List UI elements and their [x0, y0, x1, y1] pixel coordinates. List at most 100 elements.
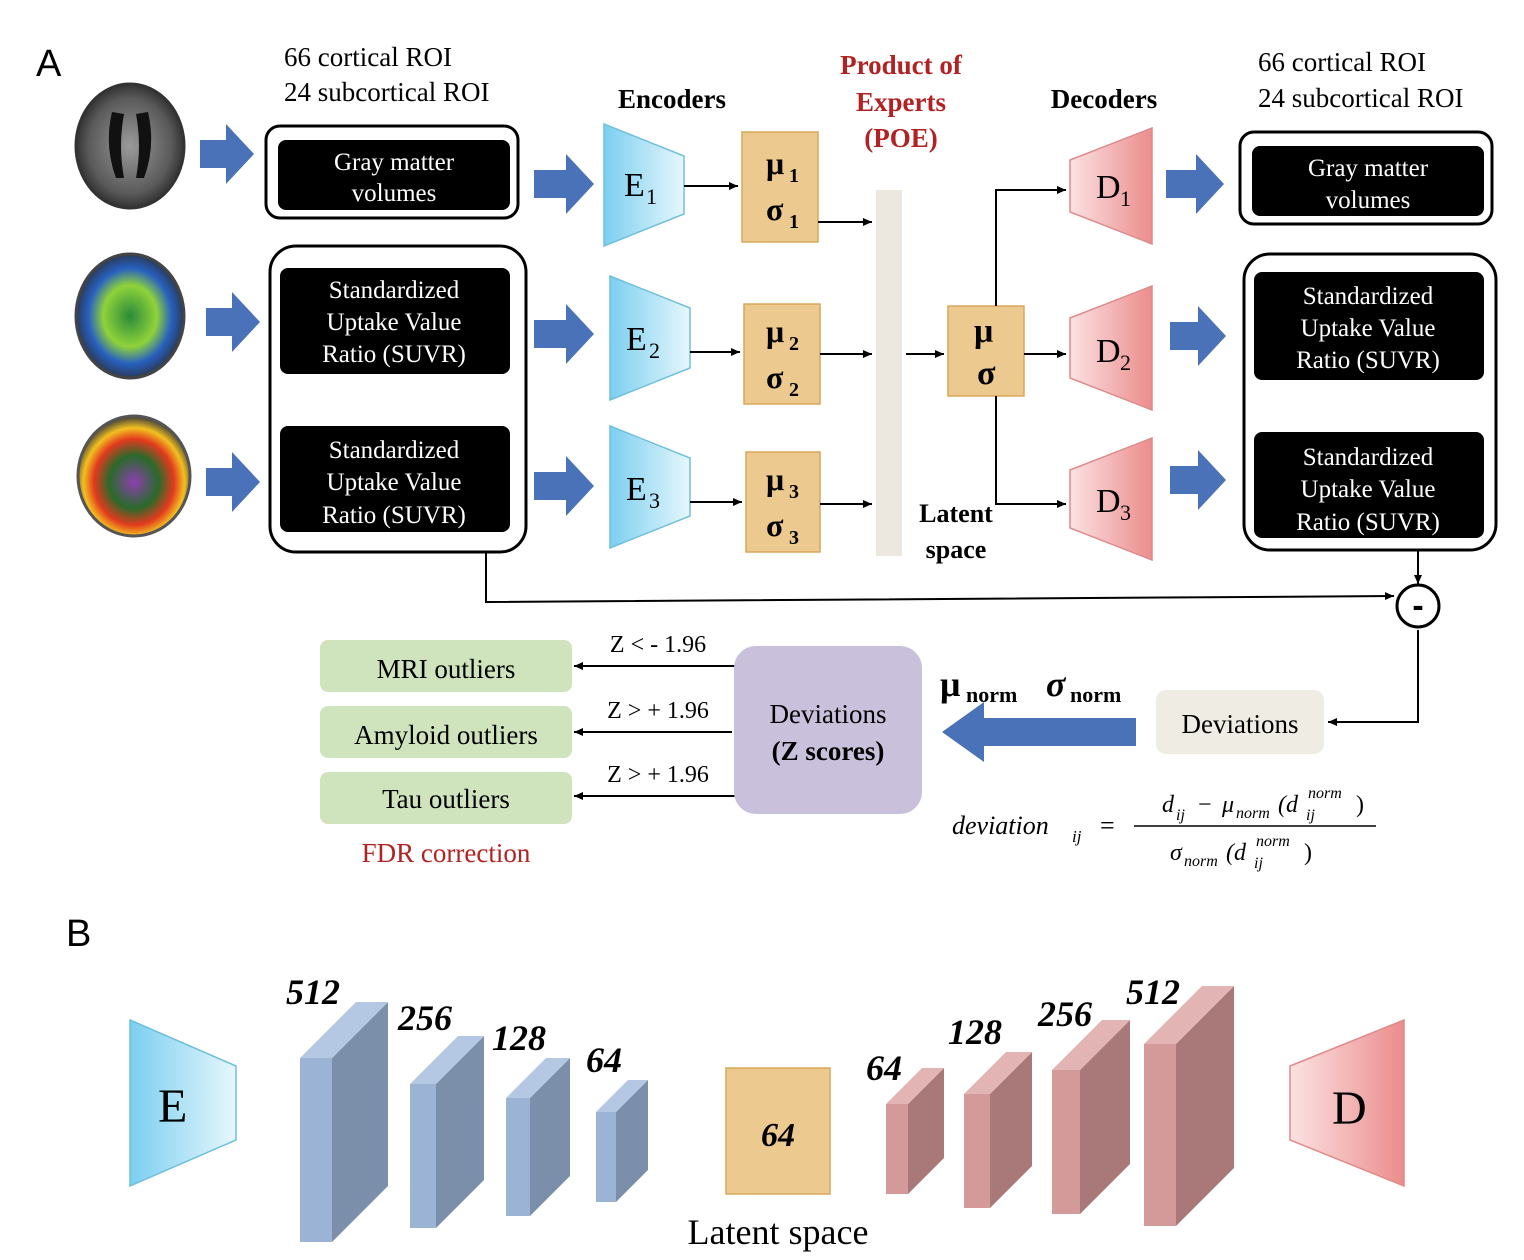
decoder-2: D 2	[1069, 284, 1153, 412]
decoder-layer-3: 256	[1037, 994, 1130, 1214]
formula-d: d	[1162, 792, 1175, 818]
mu-2-subscript: 2	[789, 333, 799, 355]
latent-params-1: μ 1 σ 1	[741, 131, 819, 243]
norm-arrow	[942, 702, 1136, 762]
input-suvr-box-2	[280, 426, 510, 532]
input-gm-line2: volumes	[352, 180, 437, 207]
input-suvr2-line2: Uptake Value	[327, 469, 462, 496]
deviations-box	[1156, 690, 1324, 754]
sigma-1-subscript: 1	[789, 211, 799, 233]
panel-b-encoder: E	[129, 1018, 237, 1188]
encoder-layer-1-label: 512	[286, 972, 340, 1012]
encoder-layer-2: 256	[397, 998, 484, 1228]
input-suvr2-line1: Standardized	[329, 437, 460, 464]
encoder-layer-4-label: 64	[586, 1040, 622, 1080]
mu-1: μ	[766, 145, 784, 181]
input-suvr1-line2: Uptake Value	[327, 309, 462, 336]
encoder-2-label: E	[626, 321, 647, 358]
encoder-1: E 1	[603, 122, 685, 248]
amyloid-outliers-box	[320, 706, 572, 758]
output-gm-line2: volumes	[1326, 187, 1411, 214]
z-threshold-tau: Z > + 1.96	[607, 762, 709, 788]
output-gm-line1: Gray matter	[1308, 155, 1429, 182]
decoder-1-label: D	[1096, 169, 1121, 206]
amyloid-outliers-label: Amyloid outliers	[354, 720, 538, 750]
formula-equals: =	[1100, 811, 1115, 840]
panel-b-latent-caption: Latent space	[688, 1212, 869, 1252]
decoder-1-subscript: 1	[1120, 186, 1131, 211]
encoder-layer-3: 128	[492, 1018, 570, 1216]
encoder-layers: 512 256 128 64	[286, 972, 648, 1242]
tau-outliers-label: Tau outliers	[382, 784, 510, 814]
mu-1-subscript: 1	[789, 165, 799, 187]
deviations-z-line2: (Z scores)	[772, 736, 885, 766]
mu-norm-symbol: μ	[940, 664, 960, 704]
output-suvr2-line3: Ratio (SUVR)	[1296, 509, 1440, 536]
input-suvr2-line3: Ratio (SUVR)	[322, 502, 466, 529]
mu-combined: μ	[974, 313, 993, 350]
input-gm-line1: Gray matter	[334, 149, 455, 176]
encoder-3-label: E	[626, 471, 647, 508]
formula-minus: −	[1198, 792, 1212, 818]
formula-lhs: deviation	[952, 811, 1049, 840]
mu-norm-subscript: norm	[966, 682, 1017, 707]
mu-3: μ	[766, 461, 784, 497]
formula-mu-sub: norm	[1236, 805, 1270, 822]
sigma-3-subscript: 3	[789, 527, 799, 549]
decoder-layer-2: 128	[948, 1012, 1032, 1208]
output-suvr-box-2	[1254, 432, 1484, 538]
mri-outliers-box	[320, 640, 572, 692]
latent-params-3: μ 3 σ 3	[745, 451, 821, 553]
fdr-correction-label: FDR correction	[362, 838, 531, 868]
formula-open: (d	[1278, 792, 1299, 818]
formula-den-norm: norm	[1184, 853, 1218, 870]
deviation-formula: deviation ij = d ij − μ norm (d norm ij …	[952, 785, 1376, 872]
sigma-combined: σ	[977, 355, 996, 392]
output-suvr1-line2: Uptake Value	[1301, 315, 1436, 342]
roi-input-line2: 24 subcortical ROI	[284, 77, 489, 107]
sigma-2: σ	[766, 359, 784, 395]
latent-space-line1: Latent	[919, 499, 993, 528]
decoder-layer-4: 512	[1126, 972, 1234, 1226]
output-suvr-box-1	[1254, 272, 1484, 380]
deviations-label: Deviations	[1182, 709, 1299, 739]
encoder-layer-4: 64	[586, 1040, 648, 1202]
input-arrows	[200, 124, 1226, 516]
latent-combined: μ σ	[947, 305, 1025, 397]
roi-input-line1: 66 cortical ROI	[284, 42, 452, 72]
mu-2: μ	[766, 313, 784, 349]
formula-lhs-sub: ij	[1072, 827, 1082, 846]
amyloid-pet-brain-image	[74, 252, 186, 380]
panel-b-decoder: D	[1289, 1018, 1405, 1188]
poe-bar	[876, 190, 902, 556]
mu-3-subscript: 3	[789, 481, 799, 503]
poe-title-line1: Product of	[840, 50, 963, 80]
latent-space-line2: space	[926, 535, 987, 564]
formula-den-close: )	[1304, 840, 1312, 866]
sigma-1: σ	[766, 191, 784, 227]
decoder-2-subscript: 2	[1120, 350, 1131, 375]
tau-pet-brain-image	[76, 414, 192, 538]
decoder-2-label: D	[1096, 333, 1121, 370]
decoder-layer-2-label: 128	[948, 1012, 1002, 1052]
formula-sup: norm	[1308, 785, 1342, 802]
formula-sub: ij	[1306, 807, 1315, 824]
z-threshold-mri: Z < - 1.96	[610, 632, 706, 658]
panel-b-latent-value: 64	[761, 1117, 795, 1154]
panel-b-label: B	[66, 913, 91, 955]
output-suvr2-line2: Uptake Value	[1301, 476, 1436, 503]
decoder-3: D 3	[1069, 436, 1153, 562]
connector-arrows	[485, 182, 1422, 800]
decoder-3-subscript: 3	[1120, 500, 1131, 525]
encoder-3: E 3	[609, 424, 691, 550]
sigma-2-subscript: 2	[789, 379, 799, 401]
input-suvr-box-1	[280, 268, 510, 374]
output-suvr1-line3: Ratio (SUVR)	[1296, 347, 1440, 374]
panel-b-encoder-label: E	[158, 1080, 187, 1133]
encoder-3-subscript: 3	[649, 488, 660, 513]
mri-outliers-label: MRI outliers	[377, 654, 516, 684]
subtraction-node	[1395, 583, 1441, 629]
formula-mu: μ	[1221, 792, 1234, 818]
input-suvr1-line3: Ratio (SUVR)	[322, 341, 466, 368]
decoder-layer-1: 64	[866, 1048, 944, 1194]
